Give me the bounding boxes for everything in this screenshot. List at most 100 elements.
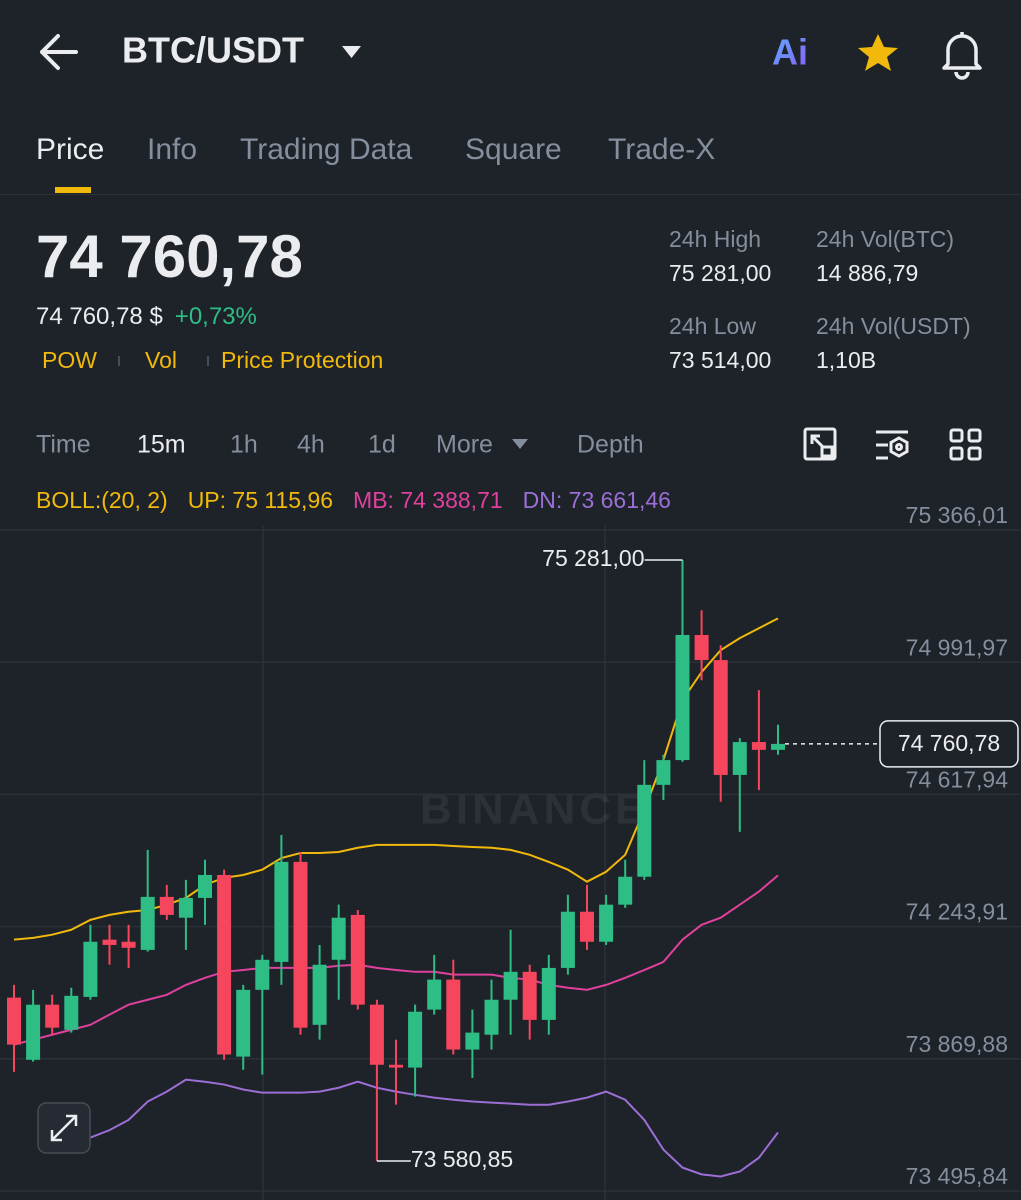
candle-body (159, 896, 174, 915)
interval[interactable]: 4h (297, 431, 325, 459)
tab[interactable]: Square (465, 133, 562, 166)
candle-body (350, 914, 365, 1005)
tab[interactable]: Trade-X (608, 133, 715, 166)
plot: BINANCE 75 366,01 74 991,97 74 617,94 74 243… (0, 502, 1021, 1192)
candle-body (541, 967, 556, 1020)
interval[interactable]: Depth (577, 431, 644, 459)
separator (118, 356, 120, 366)
candle-body (580, 911, 594, 942)
tab[interactable]: Trading Data (240, 133, 413, 166)
candle-body (771, 743, 785, 750)
legend-entry: MB: 74 388,71 (353, 487, 503, 513)
separator (207, 356, 209, 366)
interval[interactable]: Time (36, 431, 91, 459)
candle-body (751, 742, 766, 750)
candle-body (140, 896, 155, 950)
candle-body (408, 1011, 423, 1068)
annotation-label: 73 580,85 (411, 1146, 513, 1172)
candle-body (331, 917, 346, 960)
stat-value: 73 514,00 (669, 347, 771, 373)
stat-value: 14 886,79 (816, 260, 918, 286)
price-sub: 74 760,78 $ +0,73% (36, 303, 257, 330)
candle-body (446, 979, 461, 1050)
candle-body (560, 911, 575, 968)
tab-indicator (55, 187, 91, 193)
stat-label: 24h Vol(BTC) (816, 226, 954, 252)
candle-body (389, 1064, 403, 1068)
tag[interactable]: Price Protection (221, 347, 383, 373)
candle-body (312, 964, 327, 1025)
notification-bell[interactable] (942, 32, 982, 80)
candle-body (656, 760, 671, 785)
indicator-name: BOLL:(20, 2) (36, 487, 168, 513)
candle-body (427, 979, 442, 1010)
back-button[interactable] (40, 34, 78, 70)
candle-body (236, 989, 251, 1057)
candle-body (484, 999, 499, 1035)
candle-body (465, 1032, 480, 1050)
bollinger-line (90, 1078, 779, 1178)
last-price-box (879, 720, 1019, 768)
candle-body (178, 897, 193, 918)
candle-body (83, 941, 98, 997)
candle-body (637, 784, 652, 877)
bollinger-line (13, 874, 779, 1046)
candle-body (217, 874, 232, 1055)
candle-body (121, 941, 136, 948)
usd-price: 74 760,78 $ (36, 303, 163, 330)
stat-label: 24h High (669, 226, 761, 252)
indicator-legend: BOLL:(20, 2) UP: 75 115,96 MB: 74 388,71 DN… (36, 487, 671, 513)
stat-label: 24h Low (669, 313, 756, 339)
candle-body (26, 1004, 41, 1060)
candle-body (522, 971, 537, 1020)
tab[interactable]: Price (36, 133, 104, 166)
candle-body (732, 742, 747, 775)
candle-body (503, 971, 518, 1000)
candle-body (102, 939, 117, 945)
candle-body (599, 904, 614, 942)
candle-body (713, 660, 728, 775)
price-change: +0,73% (175, 303, 257, 330)
divider (0, 194, 1021, 195)
candle-body (675, 634, 690, 761)
fullscreen-icon[interactable] (803, 427, 837, 461)
candle-body (274, 861, 289, 962)
more-caret[interactable] (512, 439, 528, 449)
legend-entry: UP: 75 115,96 (188, 487, 333, 513)
candle-body (293, 861, 308, 1028)
interval[interactable]: More (436, 431, 493, 459)
stat-label: 24h Vol(USDT) (816, 313, 971, 339)
interval[interactable]: 1d (368, 431, 396, 459)
pair-caret[interactable] (342, 46, 361, 58)
watermark: BINANCE (420, 785, 648, 834)
ai-button[interactable]: Ai (772, 32, 808, 73)
y-tick-label: 75 366,01 (906, 502, 1008, 528)
favorite-star[interactable] (858, 34, 898, 71)
pair-title[interactable]: BTC/USDT (122, 30, 304, 71)
tag[interactable]: Vol (145, 347, 177, 373)
expand-button[interactable] (37, 1102, 91, 1154)
legend-entry: DN: 73 661,46 (523, 487, 671, 513)
layout-icon[interactable] (949, 428, 982, 461)
stat-value: 75 281,00 (669, 260, 771, 286)
settings-icon[interactable] (876, 430, 909, 460)
candle-body (45, 1004, 60, 1028)
candle-body (255, 959, 270, 990)
last-price-label: 74 760,78 (898, 730, 1000, 756)
candle-body (7, 997, 21, 1045)
y-tick-label: 74 991,97 (906, 634, 1008, 660)
y-tick-label: 74 617,94 (906, 766, 1009, 792)
y-tick-label: 74 243,91 (906, 899, 1008, 925)
candle-body (64, 995, 79, 1030)
last-price: 74 760,78 (36, 223, 303, 290)
annotation-label: 75 281,00 (542, 545, 644, 571)
candle-body (198, 874, 212, 898)
interval[interactable]: 15m (137, 431, 186, 459)
tag[interactable]: POW (42, 347, 97, 373)
candle-body (369, 1004, 384, 1065)
candle-body (618, 876, 633, 905)
tab[interactable]: Info (147, 133, 197, 166)
interval[interactable]: 1h (230, 431, 258, 459)
stat-value: 1,10B (816, 347, 876, 373)
